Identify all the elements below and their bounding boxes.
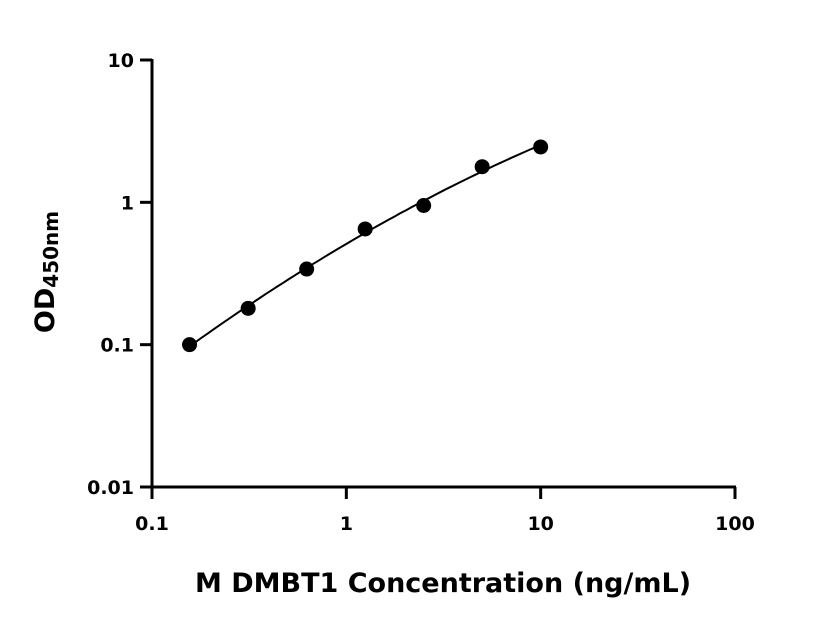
data-point [474, 159, 490, 175]
fit-curve [188, 143, 542, 348]
data-point [240, 300, 256, 316]
data-point [357, 221, 373, 237]
y-tick-label: 10 [108, 50, 134, 72]
y-axis-label-main: OD [30, 288, 61, 333]
x-tick-label: 1 [340, 513, 353, 535]
y-tick-label: 1 [121, 192, 134, 214]
x-axis-label: M DMBT1 Concentration (ng/mL) [195, 568, 691, 599]
data-point [416, 198, 432, 214]
y-axis-label: OD450nm [30, 211, 63, 333]
y-axis-label-subscript: 450nm [39, 211, 63, 288]
data-points [182, 139, 549, 353]
data-point [182, 337, 198, 353]
x-tick-label: 10 [527, 513, 553, 535]
x-tick-label: 100 [715, 513, 755, 535]
x-tick-label: 0.1 [135, 513, 169, 535]
data-point [299, 261, 315, 277]
data-point [533, 139, 549, 155]
y-tick-label: 0.1 [100, 335, 134, 357]
y-tick-label: 0.01 [87, 477, 134, 499]
